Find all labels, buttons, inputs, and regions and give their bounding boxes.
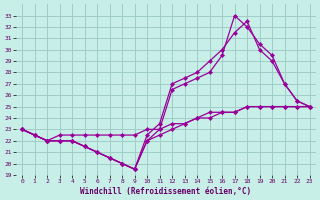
X-axis label: Windchill (Refroidissement éolien,°C): Windchill (Refroidissement éolien,°C) bbox=[80, 187, 252, 196]
